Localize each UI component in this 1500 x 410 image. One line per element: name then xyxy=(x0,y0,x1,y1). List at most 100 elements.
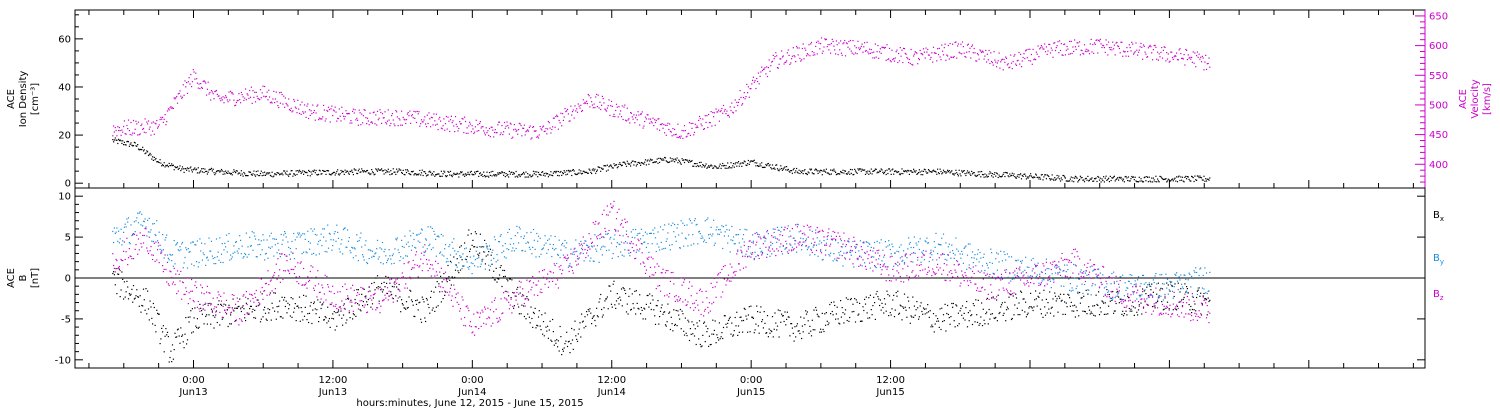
velocity-point xyxy=(733,106,735,108)
velocity-point xyxy=(201,87,203,89)
density-point xyxy=(834,170,836,172)
density-point xyxy=(773,167,775,169)
velocity-point xyxy=(1039,48,1041,50)
velocity-point xyxy=(1054,42,1056,44)
velocity-point xyxy=(1131,41,1133,43)
by-point xyxy=(657,231,659,233)
density-point xyxy=(156,161,158,163)
density-point xyxy=(981,170,983,173)
density-point xyxy=(614,165,616,167)
velocity-point xyxy=(593,103,595,105)
density-point xyxy=(702,164,704,166)
density-point xyxy=(227,170,229,172)
velocity-point xyxy=(117,126,119,128)
by-point xyxy=(337,237,340,239)
by-point xyxy=(334,231,336,233)
density-point xyxy=(583,170,585,172)
velocity-point xyxy=(1130,50,1132,52)
bx-point xyxy=(493,279,496,281)
by-point xyxy=(592,260,594,262)
by-point xyxy=(769,255,771,257)
bx-point xyxy=(1049,291,1051,293)
density-point xyxy=(567,169,569,171)
density-point xyxy=(249,171,251,173)
density-point xyxy=(465,174,467,176)
density-point xyxy=(208,169,210,171)
bx-point xyxy=(357,303,359,305)
velocity-point xyxy=(785,61,787,63)
density-point xyxy=(477,170,479,172)
bx-point xyxy=(528,316,530,318)
velocity-point xyxy=(635,114,637,116)
bx-point xyxy=(587,309,589,311)
velocity-point xyxy=(647,114,649,116)
density-point xyxy=(178,167,180,169)
velocity-point xyxy=(464,116,466,118)
velocity-point xyxy=(810,43,812,45)
velocity-point xyxy=(391,115,393,117)
bx-point xyxy=(327,306,329,308)
bx-point xyxy=(736,311,738,313)
velocity-point xyxy=(952,43,954,45)
velocity-point xyxy=(883,46,885,48)
velocity-point xyxy=(1181,57,1184,59)
velocity-point xyxy=(818,42,820,44)
density-point xyxy=(457,173,459,175)
by-point xyxy=(408,245,410,248)
velocity-point xyxy=(868,53,870,55)
velocity-point xyxy=(946,54,948,56)
bx-point xyxy=(1200,292,1202,294)
bx-point xyxy=(381,282,383,285)
by-point xyxy=(693,220,696,222)
velocity-point xyxy=(1044,43,1046,45)
density-point xyxy=(990,172,992,174)
velocity-point xyxy=(548,122,550,124)
density-point xyxy=(331,173,333,175)
density-point xyxy=(779,168,781,170)
velocity-point xyxy=(618,106,620,108)
bx-point xyxy=(1039,292,1041,294)
density-point xyxy=(340,169,342,172)
velocity-point xyxy=(1064,54,1066,56)
by-point xyxy=(495,261,497,263)
bx-point xyxy=(319,301,321,303)
bx-point xyxy=(588,310,590,312)
velocity-point xyxy=(511,137,513,139)
bx-point xyxy=(413,315,415,317)
by-point xyxy=(488,264,490,266)
density-point xyxy=(138,149,140,151)
velocity-point xyxy=(1008,67,1010,69)
bx-point xyxy=(1086,313,1088,315)
density-point xyxy=(352,174,354,176)
velocity-point xyxy=(702,118,704,120)
velocity-point xyxy=(1166,52,1168,54)
bx-point xyxy=(161,327,163,329)
velocity-point xyxy=(405,122,407,125)
bx-point xyxy=(579,322,581,324)
velocity-point xyxy=(757,81,759,83)
by-point xyxy=(259,254,262,256)
by-point xyxy=(393,262,395,264)
density-point xyxy=(1015,177,1017,179)
by-point xyxy=(172,265,174,267)
by-point xyxy=(184,256,186,259)
velocity-point xyxy=(1162,49,1164,51)
velocity-point xyxy=(694,123,696,125)
density-point xyxy=(976,175,978,177)
bx-point xyxy=(404,307,406,309)
bx-point xyxy=(433,291,435,293)
velocity-point xyxy=(433,113,435,115)
velocity-point xyxy=(415,121,418,124)
velocity-point xyxy=(299,104,301,106)
density-point xyxy=(658,157,660,159)
by-point xyxy=(316,234,318,236)
bx-point xyxy=(989,318,991,320)
velocity-point xyxy=(280,91,282,93)
by-point xyxy=(250,245,252,247)
bx-point xyxy=(834,304,836,307)
density-point xyxy=(930,171,932,173)
density-point xyxy=(842,169,844,171)
density-point xyxy=(451,176,453,178)
velocity-point xyxy=(827,44,829,46)
